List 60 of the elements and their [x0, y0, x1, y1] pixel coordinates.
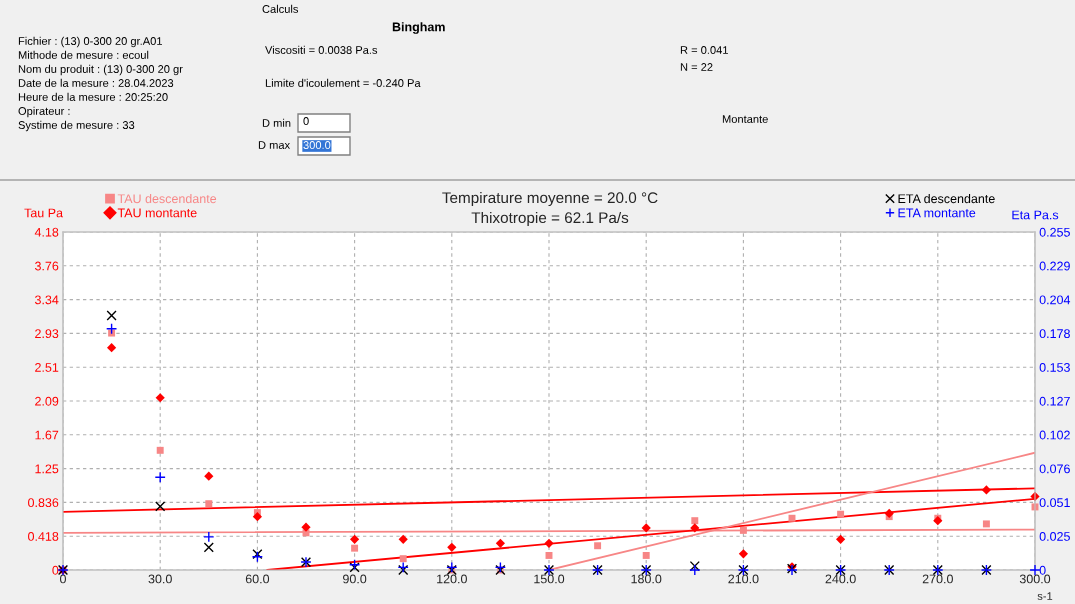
- x-tick-label: 30.0: [148, 574, 172, 584]
- y2-tick-label: 0.178: [1039, 329, 1070, 339]
- y2-axis-title: Eta Pa.s: [1012, 210, 1059, 220]
- x-tick-label: 300.0: [1019, 574, 1051, 584]
- text: Limite d'icoulement = -0.240 Pa: [265, 78, 421, 87]
- text: 300.0: [303, 141, 331, 149]
- text: Mithode de mesure : ecoul: [18, 50, 149, 59]
- y-tick-label: 3.76: [34, 261, 59, 271]
- y-axis-title: Tau Pa: [24, 208, 63, 218]
- text: 0: [303, 117, 309, 125]
- x-tick-label: 60.0: [245, 574, 270, 584]
- legend-label: TAU montante: [117, 208, 197, 218]
- y2-tick-label: 0: [1039, 565, 1046, 575]
- y-tick-label: 2.09: [35, 396, 59, 406]
- y-tick-label: 1.67: [35, 430, 59, 440]
- text: Heure de la mesure : 20:25:20: [18, 92, 168, 101]
- y2-tick-label: 0.076: [1039, 464, 1070, 474]
- x-tick-label: 0: [60, 574, 66, 584]
- text: Viscositi = 0.0038 Pa.s: [265, 45, 378, 54]
- y-tick-label: 0.418: [28, 532, 59, 541]
- chart-title: Tempirature moyenne = 20.0 °C: [442, 191, 658, 207]
- y2-tick-label: 0.051: [1039, 498, 1070, 508]
- x-tick-label: 180.0: [631, 574, 662, 584]
- text: Bingham: [392, 22, 445, 34]
- text: Montante: [722, 115, 768, 123]
- y-tick-label: 0: [52, 565, 59, 575]
- y-tick-label: 2.51: [35, 363, 59, 372]
- x-tick-label: 120.0: [437, 574, 467, 584]
- x-tick-label: 150.0: [534, 574, 565, 584]
- y2-tick-label: 0.102: [1039, 430, 1070, 440]
- legend-label: ETA montante: [898, 208, 976, 218]
- text: Systime de mesure : 33: [18, 120, 135, 132]
- text: N = 22: [680, 63, 713, 71]
- y2-tick-label: 0.127: [1039, 396, 1070, 406]
- x-tick-label: 210.0: [728, 574, 759, 584]
- y-tick-label: 2.93: [35, 329, 59, 339]
- text: D min: [262, 118, 291, 127]
- text: Opirateur :: [18, 106, 70, 118]
- y-tick-label: 3.34: [34, 295, 59, 305]
- x-tick-label: 90.0: [343, 574, 367, 584]
- text: D max: [258, 141, 290, 149]
- y2-tick-label: 0.229: [1039, 261, 1070, 271]
- y-tick-label: 1.25: [35, 464, 59, 474]
- text: Fichier : (13) 0-300 20 gr.A01: [18, 36, 162, 48]
- legend-label: TAU descendante: [117, 193, 217, 204]
- x-tick-label: 270.0: [922, 574, 953, 584]
- x-axis-title: s-1: [1037, 592, 1053, 600]
- text: Calculs: [262, 4, 299, 13]
- y2-tick-label: 0.025: [1039, 532, 1070, 541]
- y2-tick-label: 0.255: [1039, 227, 1070, 237]
- y-tick-label: 4.18: [34, 227, 59, 237]
- text: Date de la mesure : 28.04.2023: [18, 78, 174, 87]
- y2-tick-label: 0.153: [1039, 363, 1070, 372]
- x-tick-label: 240.0: [825, 574, 856, 584]
- text: Nom du produit : (13) 0-300 20 gr: [18, 64, 183, 76]
- legend-label: ETA descendante: [898, 193, 995, 204]
- chart-subtitle: Thixotropie = 62.1 Pa/s: [471, 211, 629, 227]
- y-tick-label: 0.836: [28, 498, 59, 508]
- y2-tick-label: 0.204: [1039, 295, 1071, 305]
- text: R = 0.041: [680, 46, 728, 54]
